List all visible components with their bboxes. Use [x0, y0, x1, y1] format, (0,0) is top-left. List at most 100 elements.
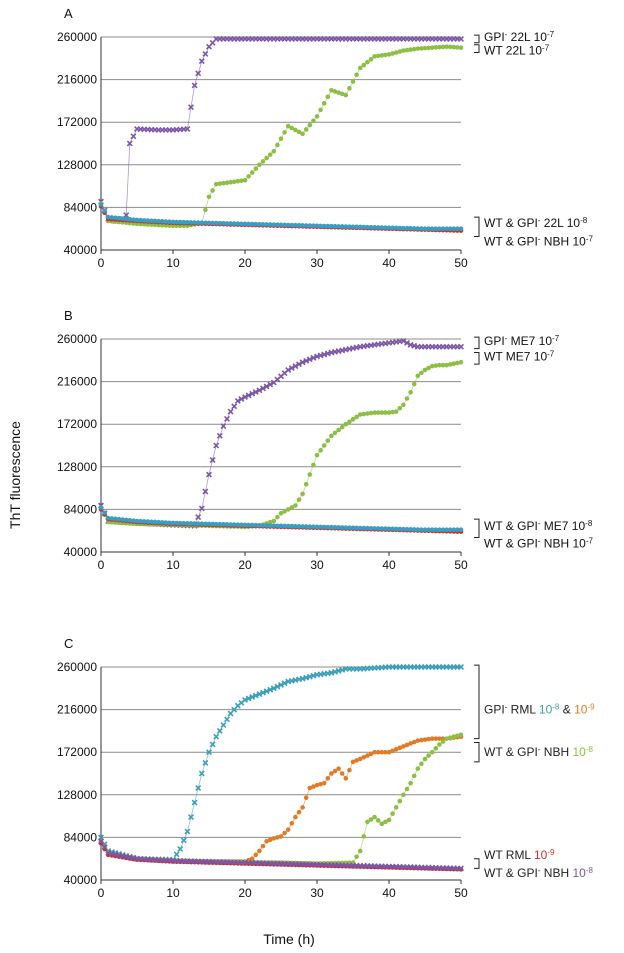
- data-point: [426, 226, 431, 231]
- data-point: [383, 526, 388, 531]
- data-point: [296, 129, 302, 135]
- x-tick-label: 50: [454, 558, 468, 572]
- data-point: [458, 226, 464, 231]
- data-point: [411, 46, 417, 52]
- data-point: [447, 44, 453, 50]
- data-point: [227, 408, 234, 415]
- data-point: [127, 216, 133, 222]
- data-point: [307, 223, 313, 228]
- data-point: [246, 221, 251, 227]
- data-point: [440, 44, 446, 50]
- data-point: [325, 438, 331, 443]
- data-point: [437, 742, 442, 747]
- annotation: WT 22L 10-7: [474, 43, 550, 58]
- data-point: [408, 780, 413, 786]
- data-point: [343, 776, 349, 781]
- data-point: [217, 220, 223, 226]
- data-point: [458, 732, 464, 738]
- data-point: [289, 125, 295, 131]
- data-point: [339, 91, 345, 97]
- annotation: GPI- 22L 10-7: [474, 30, 555, 44]
- data-point: [329, 223, 334, 229]
- data-point: [343, 224, 349, 229]
- data-point: [393, 225, 399, 231]
- data-point: [314, 114, 320, 119]
- data-point: [325, 524, 331, 530]
- annotation-text: GPI- ME7 10-7: [484, 333, 560, 348]
- series-line: [100, 340, 461, 527]
- data-point: [458, 527, 464, 533]
- data-point: [307, 785, 313, 791]
- data-point: [174, 520, 179, 526]
- y-tick-label: 84000: [64, 200, 98, 214]
- data-point: [397, 225, 403, 231]
- y-tick-label: 128000: [57, 460, 97, 474]
- data-point: [354, 525, 359, 531]
- data-point: [263, 688, 270, 695]
- data-point: [307, 472, 313, 477]
- data-point: [271, 222, 277, 227]
- data-point: [329, 87, 334, 93]
- data-point: [451, 226, 457, 231]
- data-point: [368, 525, 374, 531]
- data-point: [433, 736, 439, 741]
- data-point: [429, 45, 435, 50]
- data-point: [375, 410, 381, 415]
- data-point: [224, 716, 230, 723]
- data-point: [249, 390, 256, 397]
- y-tick-label: 260000: [57, 332, 97, 346]
- data-point: [188, 220, 194, 225]
- data-point: [170, 520, 176, 526]
- data-point: [404, 526, 410, 532]
- data-point: [203, 521, 208, 527]
- data-point: [411, 226, 417, 231]
- data-point: [440, 226, 446, 231]
- data-point: [375, 818, 381, 823]
- data-point: [411, 773, 417, 779]
- data-point: [253, 166, 259, 171]
- annotation: WT & GPI- 22L 10-8: [474, 215, 588, 237]
- data-point: [347, 525, 352, 530]
- x-tick-label: 50: [454, 256, 468, 270]
- data-point: [375, 749, 381, 755]
- x-tick-label: 10: [166, 558, 180, 572]
- data-point: [321, 223, 327, 229]
- data-point: [422, 226, 428, 231]
- panel-label: C: [64, 636, 73, 651]
- data-point: [203, 220, 208, 226]
- data-point: [372, 225, 377, 230]
- data-point: [426, 736, 431, 742]
- data-point: [116, 516, 122, 522]
- data-point: [289, 222, 295, 228]
- data-point: [209, 741, 216, 748]
- data-point: [217, 521, 223, 527]
- data-point: [206, 471, 212, 478]
- data-point: [123, 216, 129, 222]
- data-point: [311, 118, 316, 124]
- x-tick-label: 30: [310, 558, 324, 572]
- data-point: [408, 226, 413, 231]
- bracket: [474, 44, 480, 53]
- data-point: [426, 753, 431, 758]
- data-point: [404, 742, 410, 748]
- series-blue: [98, 505, 464, 533]
- data-point: [123, 212, 130, 219]
- y-tick-label: 216000: [57, 73, 97, 87]
- series-line: [100, 734, 462, 864]
- data-point: [213, 521, 219, 527]
- data-point: [141, 519, 147, 524]
- annotation: WT & GPI- NBH 10-7: [484, 234, 593, 249]
- y-tick-label: 216000: [57, 703, 97, 717]
- data-point: [282, 830, 287, 836]
- data-point: [411, 527, 417, 532]
- data-point: [415, 373, 421, 379]
- data-point: [163, 219, 169, 224]
- data-point: [184, 828, 191, 835]
- data-point: [408, 47, 413, 52]
- data-point: [361, 224, 367, 230]
- data-point: [267, 686, 274, 693]
- data-point: [278, 834, 284, 839]
- data-point: [231, 221, 237, 226]
- data-point: [195, 521, 201, 526]
